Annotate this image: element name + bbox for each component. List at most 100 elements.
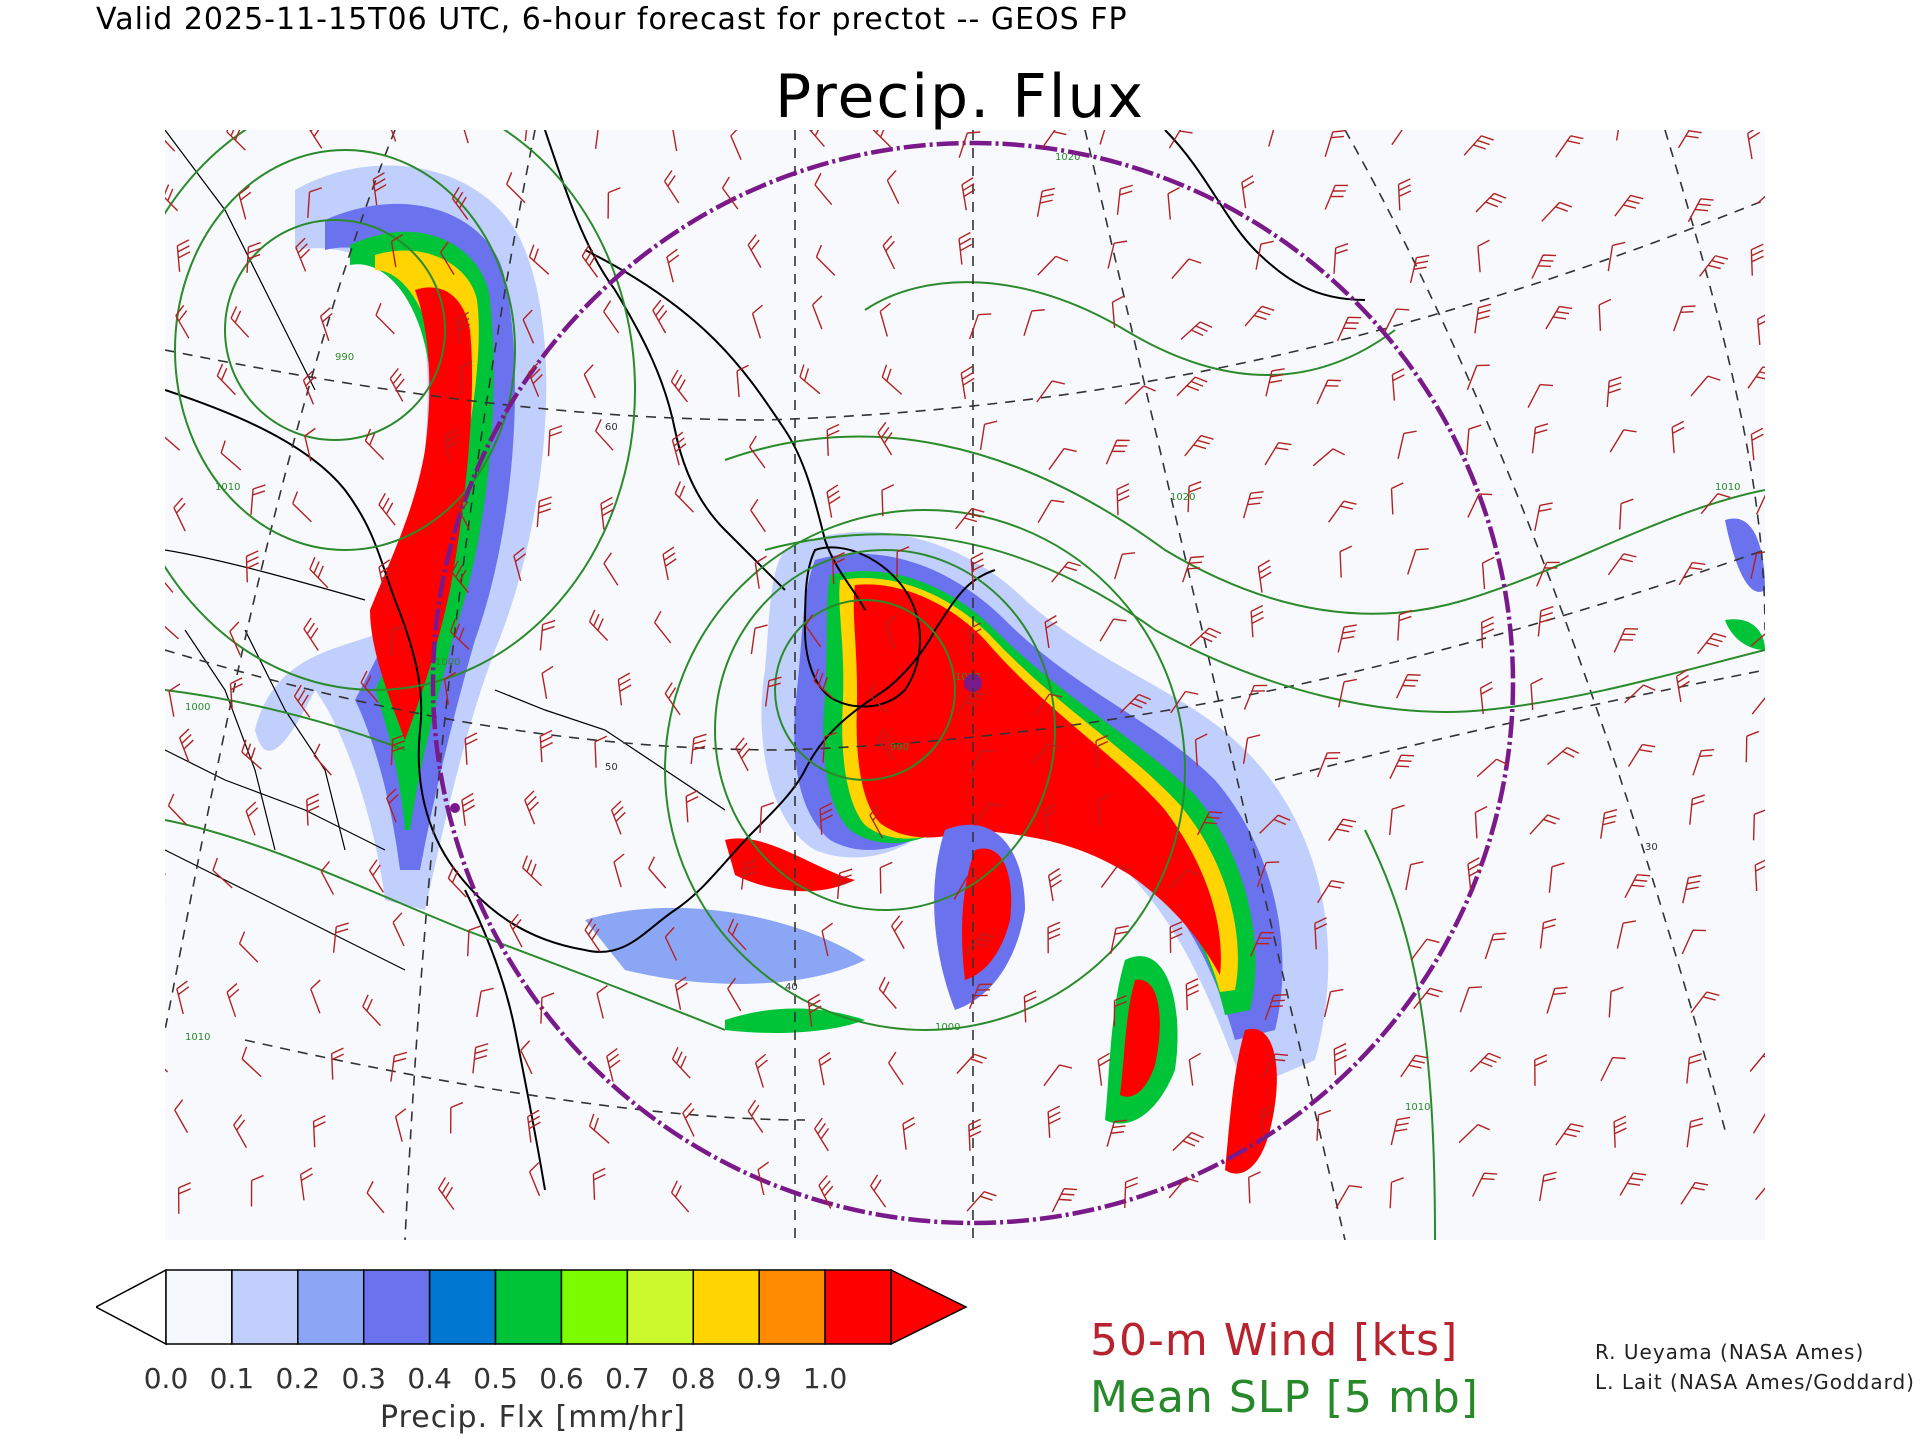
wind-barb [310,979,321,1014]
wind-barb [330,1047,344,1080]
wind-barb [818,1051,832,1086]
wind-barb [1250,931,1275,957]
wind-barb [299,1167,313,1201]
wind-barb [1391,130,1420,146]
wind-barb [1383,308,1410,333]
wind-barb [173,497,186,532]
wind-barb [472,1043,489,1074]
wind-barb [1119,693,1152,714]
grid-lon-0 [1664,130,1765,631]
wind-barb [1114,552,1136,580]
wind-barb [1107,240,1128,269]
wind-barb [1745,730,1760,763]
wind-barb [759,801,774,833]
wind-barb [451,560,469,594]
wind-barb [1687,198,1714,223]
wind-barb [1624,684,1656,704]
wind-barb [1180,321,1213,340]
wind-barb [870,1174,887,1208]
wind-barb [811,295,823,330]
wind-barb [1268,130,1289,147]
wind-barb [1169,921,1183,953]
wind-barb [1264,993,1287,1021]
colorbar-cells [165,1269,892,1345]
wind-barb [366,1181,385,1214]
wind-barb [807,993,822,1027]
wind-barb [1600,1056,1626,1082]
wind-barb [1619,1172,1647,1196]
wind-barb [1324,184,1349,210]
latitude-label: 30 [1645,842,1658,853]
wind-barb [372,172,387,206]
wind-barb [539,619,556,651]
wind-barb [1172,1131,1204,1152]
wind-barb [1168,130,1196,149]
wind-barb [460,130,474,144]
colorbar-cell [626,1269,695,1345]
wind-barb [727,977,742,1012]
wind-barb [1041,130,1071,149]
wind-barb [1397,430,1417,459]
wind-barb [375,302,395,335]
wind-barb [1037,255,1069,276]
precip-flux-map: 990 1000 1010 1020 1010 1000 1010 1020 1… [165,130,1765,1240]
wind-barb [754,555,767,589]
wind-barb [1609,429,1637,453]
wind-barb [819,802,833,835]
wind-barb [1314,917,1328,950]
wind-barb [1188,1052,1201,1086]
wind-barb [822,731,838,763]
wind-barb [303,617,319,651]
colorbar-cell [560,1269,629,1345]
wind-barb [332,922,349,953]
wind-barb [390,1051,408,1082]
wind-barb [814,172,833,206]
wind-barb [176,239,191,272]
wind-barb [662,546,677,581]
colorbar-cell [494,1269,563,1345]
wind-barb [528,1162,541,1197]
wind-barb [238,185,252,220]
wind-barb [882,235,896,270]
wind-barb [1241,175,1255,209]
wind-barb [1336,316,1362,342]
wind-barb [229,677,243,710]
wind-barb [389,625,406,656]
wind-barb [1677,130,1705,149]
isobar-1020-greenland [864,281,1396,376]
wind-barb [592,1167,606,1200]
wind-barb [671,431,687,466]
wind-barb [836,868,853,899]
wind-barb [1459,986,1482,1013]
wind-barb [1264,441,1292,466]
wind-barb [595,418,614,451]
credit-line-2: L. Lait (NASA Ames/Goddard) [1595,1370,1915,1394]
isobar-label: 1010 [1715,482,1740,493]
wind-barb [1036,187,1055,217]
wind-barb [1681,929,1706,955]
range-marker-center [964,674,982,692]
wind-barb [1539,1171,1557,1202]
wind-barb [613,853,625,888]
wind-barb [606,1047,621,1082]
wind-barb [230,306,250,338]
wind-barb [1259,814,1291,834]
isobar-low-west-3 [165,130,636,691]
isobar-label: 990 [890,742,909,753]
wind-barb [476,987,494,1018]
wind-barb [610,800,626,835]
wind-barb [594,735,608,768]
wind-barb [1097,794,1111,827]
wind-barb [1754,858,1765,892]
wind-barb [1185,978,1199,1011]
wind-barb [1265,368,1285,397]
wind-barb [1680,1181,1709,1205]
wind-barb [1545,305,1573,330]
wind-barb [1256,861,1280,888]
wind-barb [536,496,552,528]
wind-barb [528,244,550,275]
wind-barb [1333,243,1349,274]
wind-barb [1171,258,1202,280]
wind-barb [1312,448,1345,467]
wind-barb [295,237,311,272]
